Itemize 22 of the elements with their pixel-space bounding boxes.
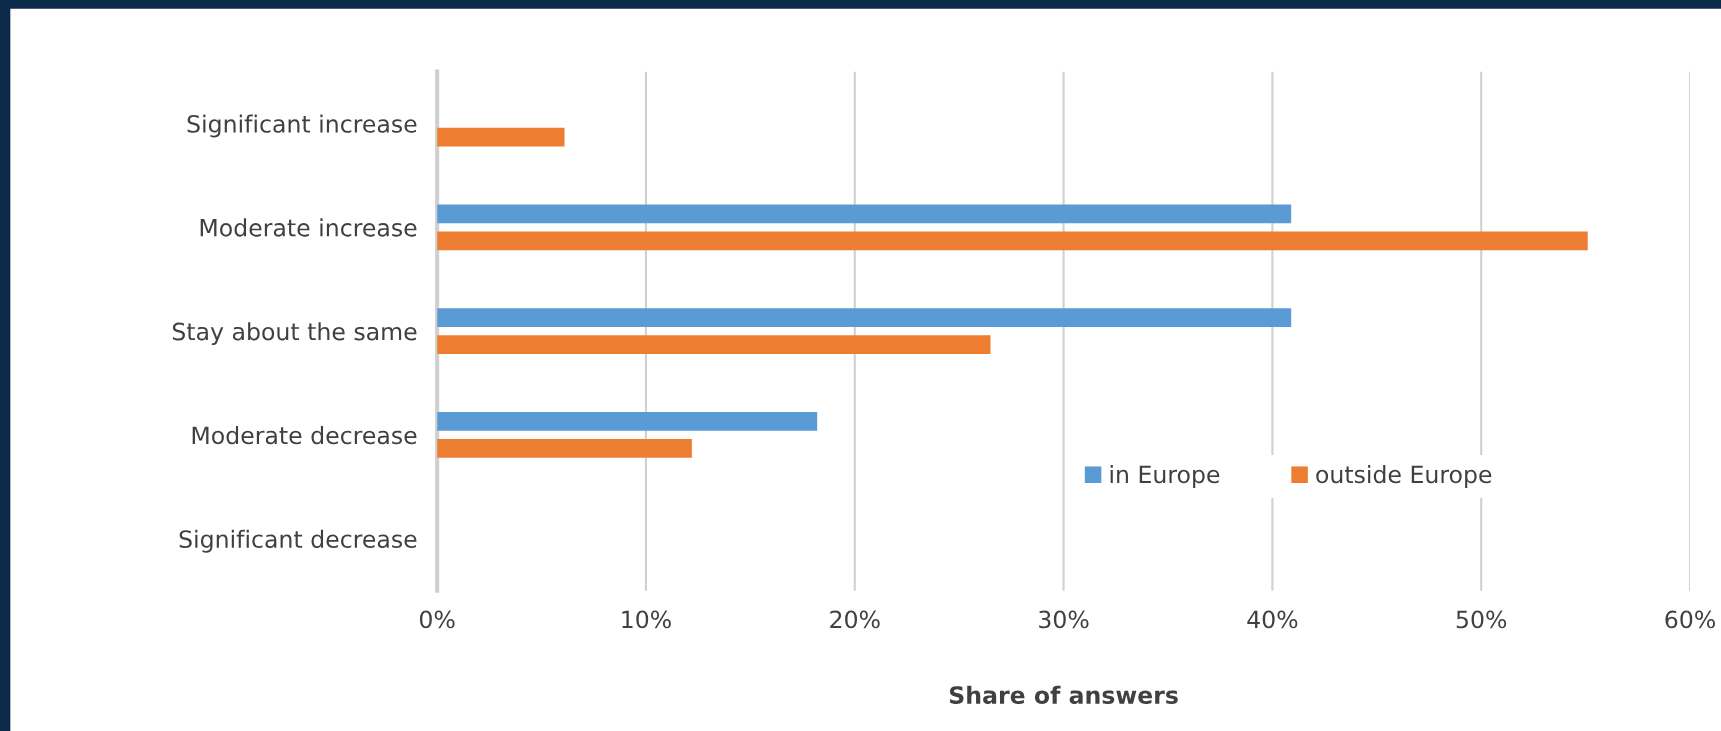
x-tick-label: 10% — [622, 610, 671, 629]
x-tick-label: 40% — [1247, 610, 1298, 629]
x-tick-label: 20% — [830, 610, 880, 629]
y-tick-label: Moderate decrease — [192, 425, 417, 445]
x-tick-label: 30% — [1039, 610, 1089, 629]
legend-label: outside Europe — [1316, 465, 1492, 488]
legend-label: in Europe — [1110, 465, 1220, 488]
y-tick-label: Significant increase — [187, 114, 417, 138]
bar — [437, 308, 1292, 327]
bar — [437, 439, 692, 458]
x-axis-title: Share of answers — [949, 685, 1178, 704]
x-tick-label: 60% — [1665, 610, 1715, 629]
bar — [437, 204, 1292, 224]
bar — [437, 231, 1588, 251]
x-tick-label: 50% — [1456, 610, 1507, 629]
y-tick-label: Moderate increase — [200, 218, 417, 237]
y-tick-label: Significant decrease — [179, 529, 417, 553]
bar — [437, 412, 818, 431]
bar — [437, 335, 991, 354]
x-tick-label: 0% — [419, 610, 455, 629]
y-tick-label: Stay about the same — [172, 322, 417, 346]
bar — [437, 127, 565, 147]
